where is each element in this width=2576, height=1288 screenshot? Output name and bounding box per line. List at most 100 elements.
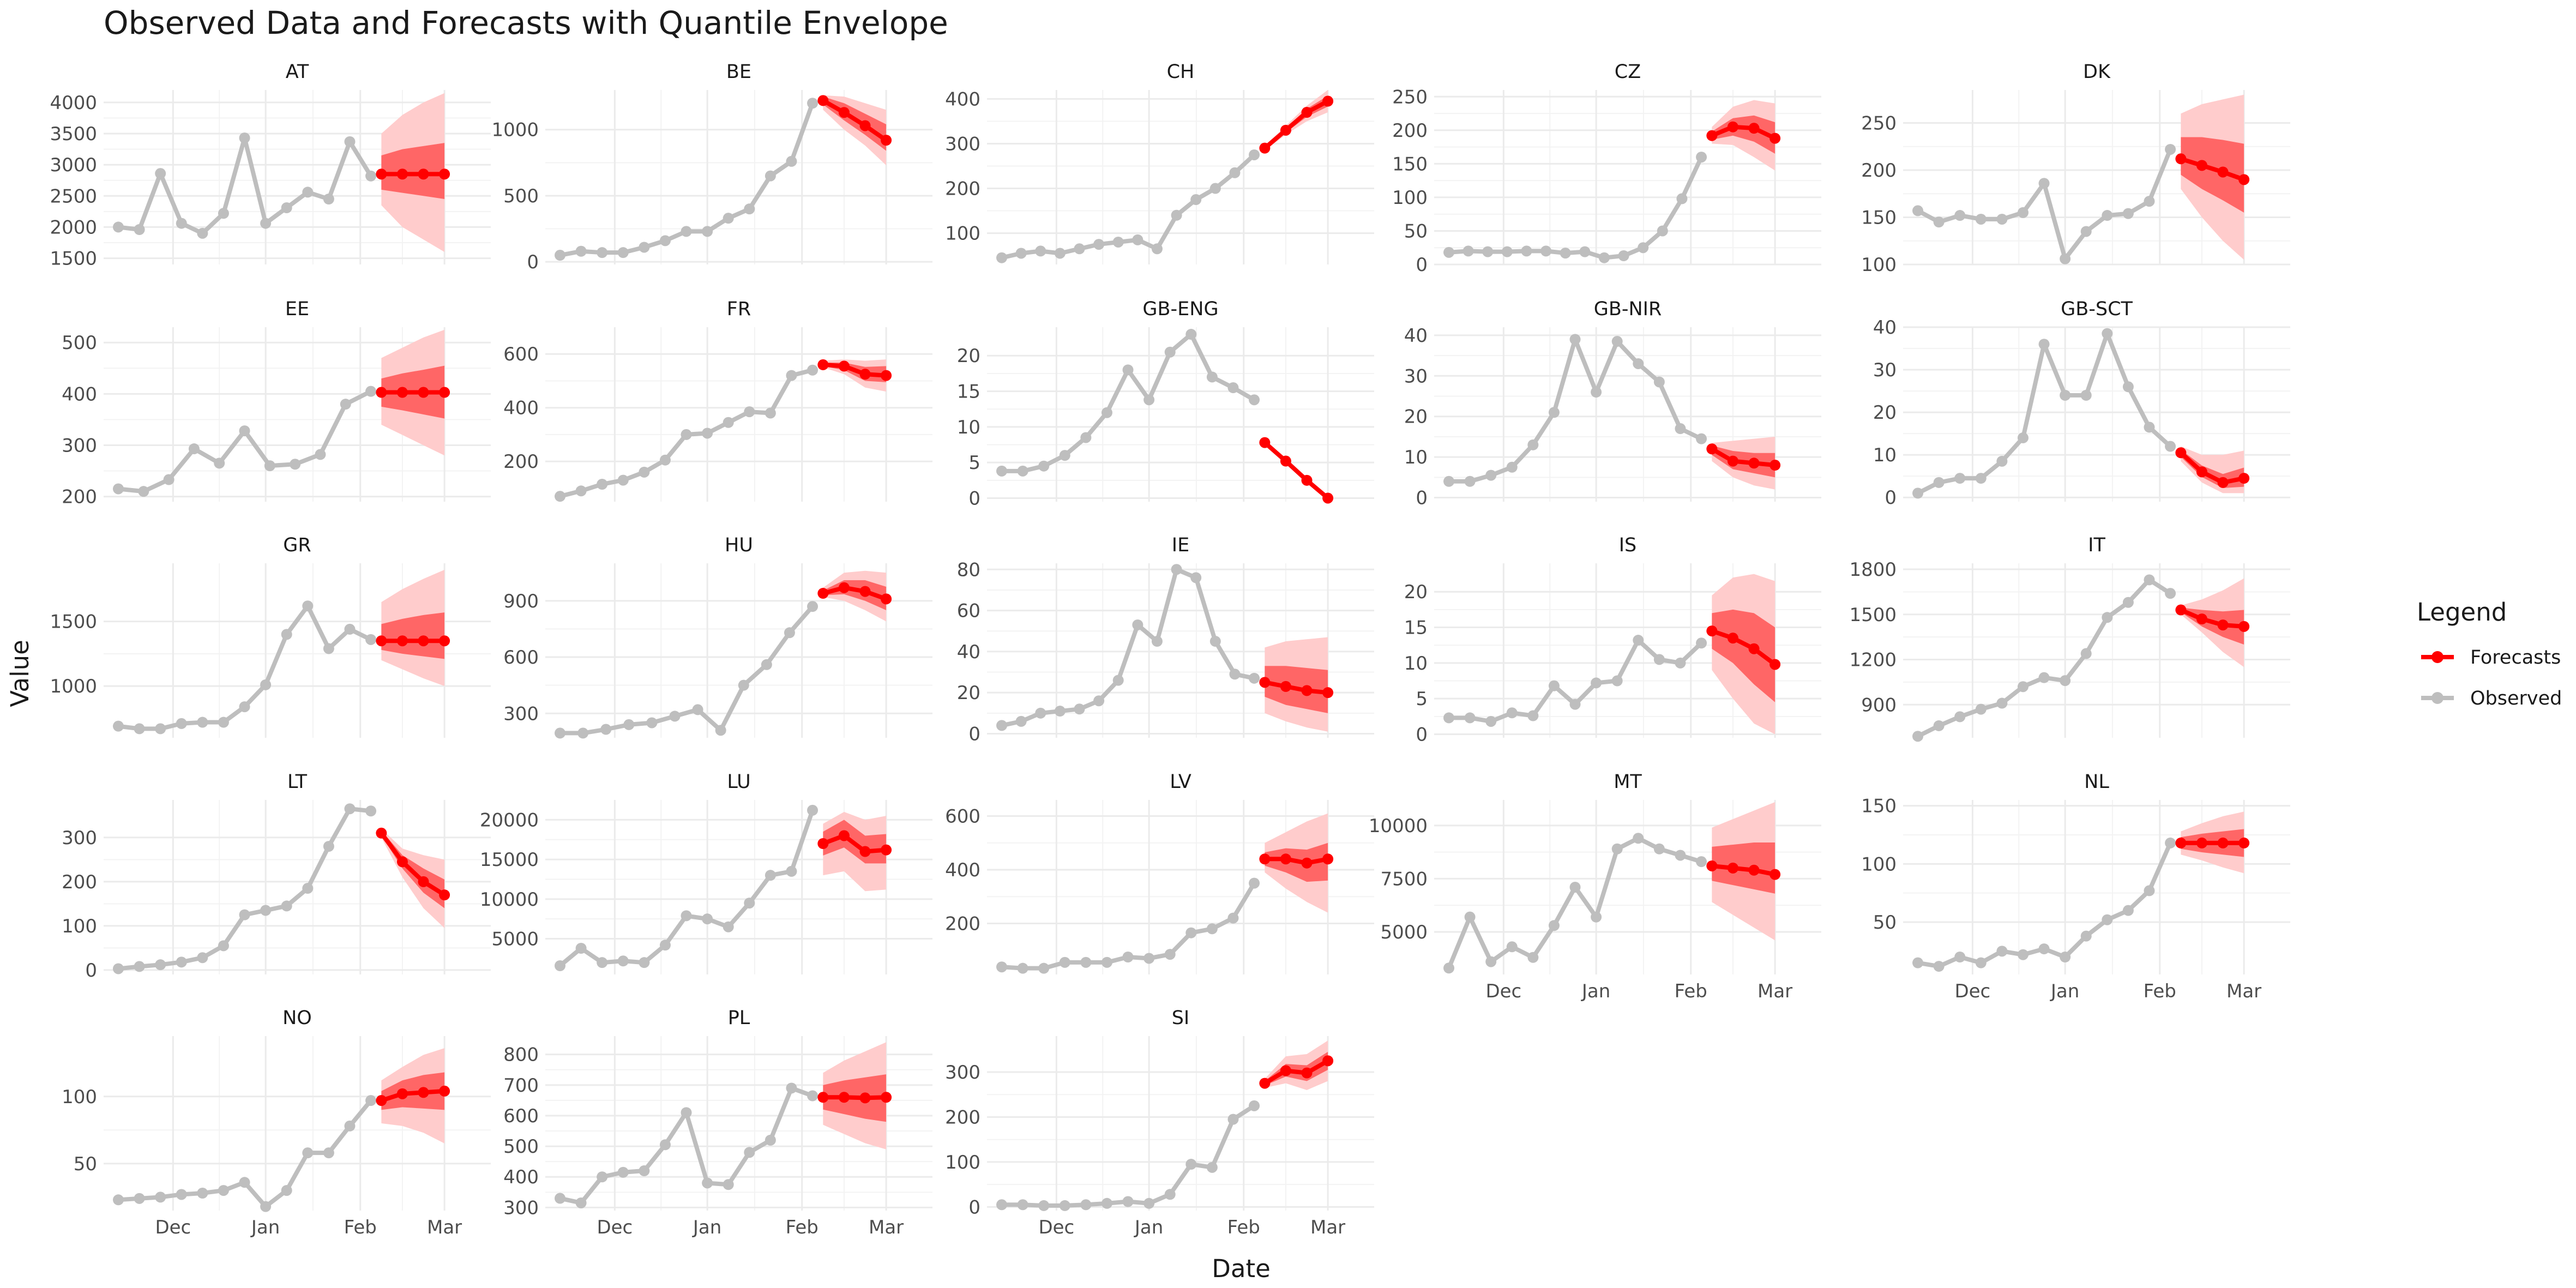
observed-point	[1696, 637, 1707, 649]
x-tick-label: Feb	[2144, 980, 2176, 1002]
observed-point	[1996, 697, 2008, 709]
observed-point	[197, 717, 208, 728]
forecast-line	[1711, 863, 1775, 877]
observed-point	[1579, 246, 1591, 257]
observed-point	[239, 701, 250, 713]
observed-point	[1933, 720, 1945, 731]
observed-point	[1164, 1189, 1176, 1200]
y-tick-label: 50	[1873, 912, 1897, 934]
forecast-point	[2217, 619, 2229, 631]
observed-point	[669, 711, 681, 722]
forecast-point	[1706, 625, 1718, 637]
observed-point	[218, 208, 229, 219]
y-tick-label: 300	[503, 1197, 539, 1219]
y-tick-label: 200	[1392, 120, 1428, 142]
x-tick-label: Dec	[1954, 980, 1990, 1002]
observed-point	[315, 449, 326, 460]
forecast-line	[2179, 451, 2244, 485]
observed-point	[1074, 243, 1085, 255]
y-tick-label: 1500	[1849, 604, 1897, 626]
legend-entry-observed: Observed	[2421, 688, 2562, 709]
observed-point	[2102, 328, 2113, 339]
observed-point	[1443, 476, 1455, 487]
y-tick-label: 1800	[1849, 559, 1897, 581]
observed-point	[1206, 923, 1218, 935]
y-tick-label: 0	[1416, 254, 1428, 276]
forecast-point	[1770, 133, 1781, 144]
observed-point	[239, 133, 250, 143]
y-tick-label: 1500	[50, 248, 97, 270]
forecast-point	[396, 1088, 408, 1099]
observed-point	[1633, 833, 1644, 844]
observed-point	[2102, 210, 2113, 221]
observed-point	[2017, 949, 2029, 960]
observed-point	[744, 898, 755, 909]
observed-line	[1001, 153, 1256, 260]
observed-point	[365, 386, 377, 397]
observed-point	[1443, 962, 1455, 974]
quantile-band-inner	[1712, 609, 1775, 702]
observed-point	[1190, 194, 1202, 206]
y-tick-label: 20000	[480, 809, 539, 831]
y-tick-label: 700	[503, 1075, 539, 1097]
observed-point	[617, 955, 629, 967]
observed-point	[1506, 707, 1518, 719]
observed-point	[197, 952, 208, 964]
y-tick-label: 150	[1861, 796, 1897, 817]
forecast-point	[1770, 659, 1781, 670]
panel-title: PL	[728, 1007, 750, 1029]
observed-point	[1618, 250, 1629, 261]
observed-point	[1933, 961, 1945, 972]
panel-title: IS	[1619, 534, 1637, 556]
observed-point	[784, 627, 795, 639]
observed-point	[738, 679, 749, 691]
observed-point	[1462, 245, 1474, 257]
forecast-point	[396, 856, 408, 868]
observed-point	[1501, 246, 1513, 257]
observed-point	[996, 961, 1008, 973]
y-tick-label: 800	[503, 1044, 539, 1066]
observed-point	[1611, 336, 1623, 347]
forecast-point	[1748, 864, 1760, 876]
panel-title: CZ	[1615, 61, 1641, 83]
y-tick-label: 20	[957, 682, 980, 704]
forecast-point	[817, 1092, 829, 1103]
observed-point	[1912, 957, 1924, 968]
forecast-point	[1259, 437, 1271, 448]
y-tick-label: 500	[503, 1136, 539, 1158]
observed-point	[302, 186, 314, 198]
observed-point	[1696, 433, 1707, 444]
forecast-point	[838, 1092, 850, 1103]
x-tick-label: Jan	[1581, 980, 1610, 1002]
y-tick-label: 400	[503, 398, 539, 419]
observed-point	[2165, 143, 2176, 155]
forecast-point	[1727, 121, 1738, 133]
observed-point	[2017, 681, 2029, 693]
observed-point	[1074, 703, 1085, 715]
observed-point	[2080, 389, 2092, 401]
observed-point	[281, 629, 292, 640]
forecast-point	[1259, 677, 1271, 688]
observed-point	[1653, 843, 1665, 854]
panel-be: BE 0 500 1000	[491, 61, 932, 273]
y-tick-label: 80	[957, 559, 980, 581]
observed-point	[2122, 381, 2134, 393]
forecast-point	[2196, 837, 2207, 848]
legend-title: Legend	[2417, 598, 2507, 627]
y-tick-label: 7500	[1380, 868, 1428, 890]
observed-point	[344, 803, 356, 815]
observed-point	[1035, 707, 1046, 719]
forecast-point	[859, 369, 871, 380]
y-tick-label: 900	[1861, 694, 1897, 716]
quantile-band-inner	[2181, 449, 2244, 489]
observed-point	[1954, 473, 1966, 484]
y-tick-label: 10000	[1369, 815, 1428, 837]
observed-point	[639, 957, 650, 968]
x-tick-label: Feb	[786, 1217, 818, 1238]
forecast-point	[1706, 130, 1718, 141]
observed-point	[1638, 242, 1649, 254]
observed-point	[2060, 952, 2071, 962]
y-tick-label: 0	[85, 960, 97, 982]
panel-title: IE	[1172, 534, 1189, 556]
observed-point	[188, 443, 200, 455]
